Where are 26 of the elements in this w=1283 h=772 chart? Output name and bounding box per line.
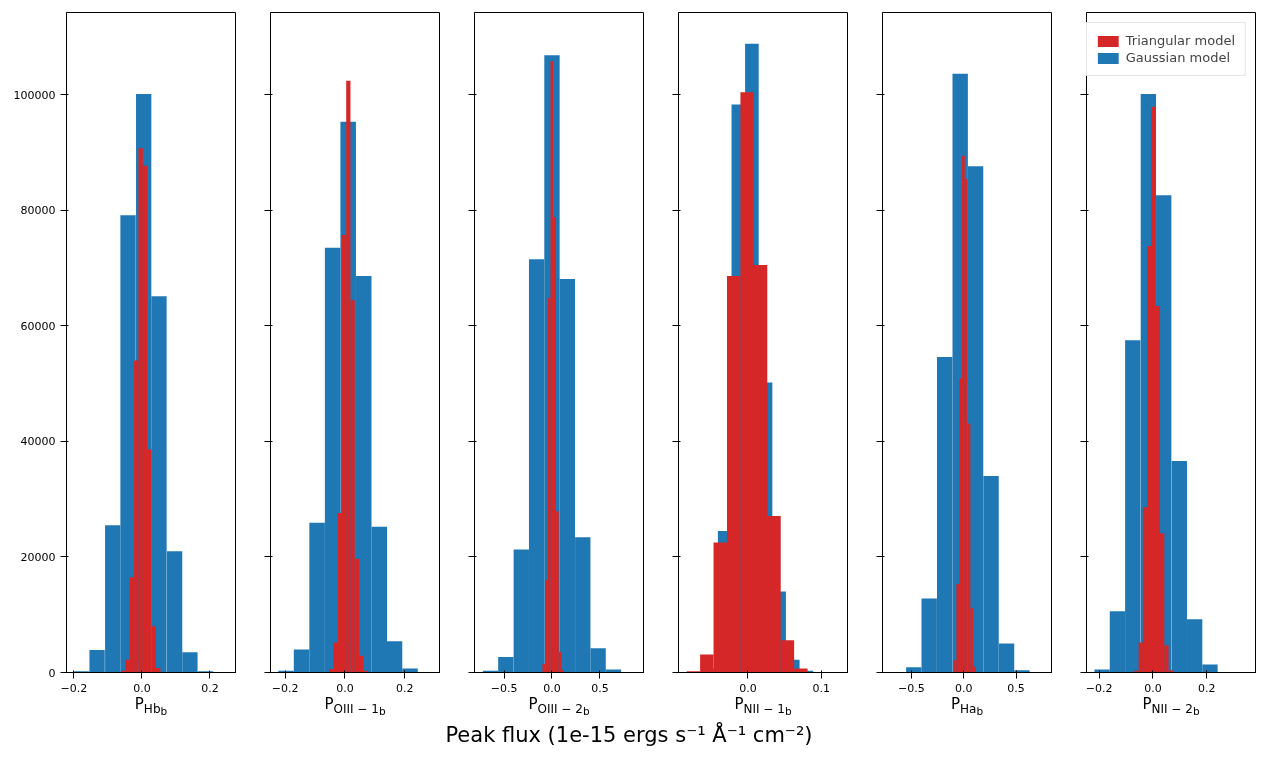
x-tick-label: −0.5 [898,681,925,695]
x-tick-label: 0.2 [1197,681,1216,695]
x-tick-label: −0.2 [1085,681,1113,695]
x-tick-label: 0.0 [739,681,757,695]
x-tick-label: 0.0 [1144,681,1162,695]
x-tick-label: 0.0 [543,681,561,695]
y-tick-label: 20000 [20,550,56,564]
x-tick-label: 0.0 [954,681,973,695]
legend-label: Triangular model [1125,33,1235,48]
x-tick-label: 0.0 [133,681,151,695]
x-tick-label: 0.0 [336,681,354,695]
x-tick-label: −0.2 [60,681,88,695]
x-tick-label: 0.5 [1007,681,1025,695]
y-tick-label: 40000 [20,435,56,449]
x-tick-label: −0.5 [490,681,518,695]
x-tick-label: 0.2 [395,681,414,695]
x-tick-label: 0.2 [201,681,219,695]
x-tick-label: −0.2 [271,681,299,695]
y-tick-label: 100000 [13,88,56,102]
legend-label: Gaussian model [1125,50,1231,65]
y-tick-label: 80000 [20,204,56,218]
text: Peak flux (1e-15 ergs s⁻¹ Å⁻¹ cm⁻²) [444,721,814,749]
y-tick-label: 0 [48,666,56,680]
x-tick-label: 0.1 [812,681,831,695]
x-tick-label: 0.5 [591,681,609,695]
y-tick-label: 60000 [20,319,56,333]
